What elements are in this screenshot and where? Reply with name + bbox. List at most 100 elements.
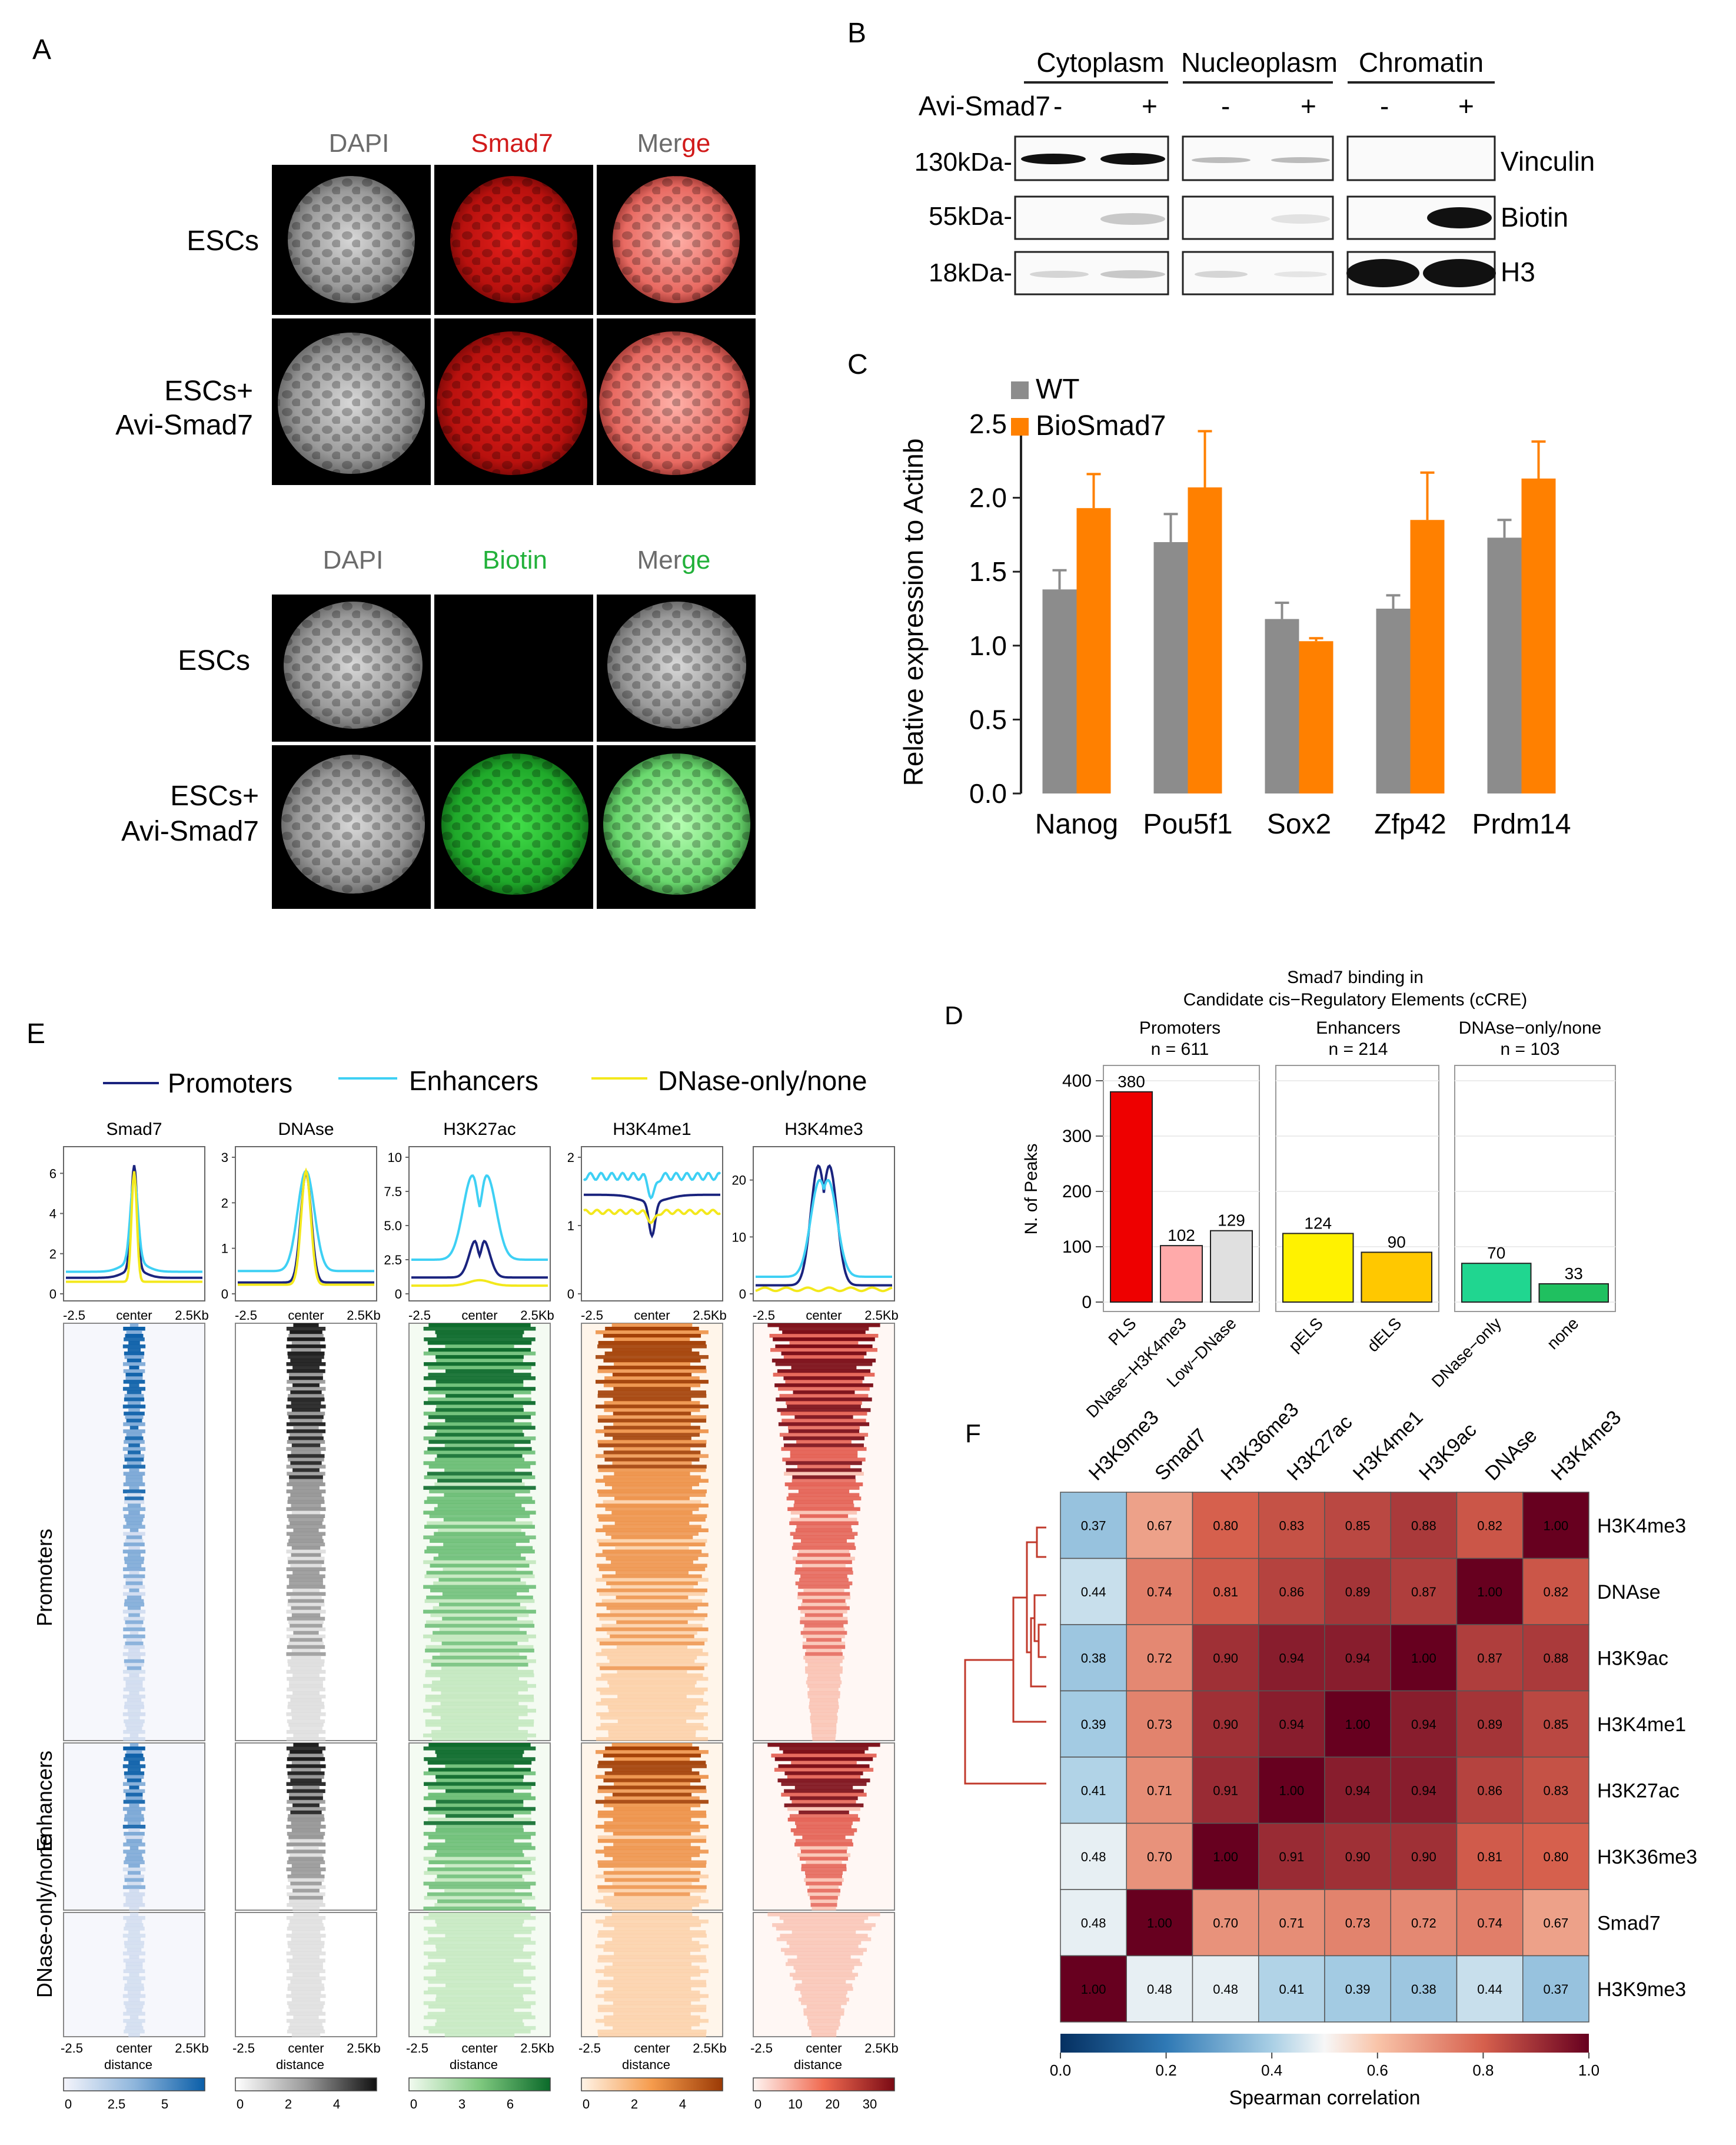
heatmap-row: [435, 1433, 524, 1437]
heatmap-row: [596, 1775, 709, 1779]
heatmap-row: [125, 1857, 144, 1861]
heatmap-row: [286, 1634, 326, 1639]
heatmap-row: [604, 1457, 700, 1462]
heatmap-row: [292, 1888, 320, 1893]
heatmap-cell-label: 0.82: [1477, 1518, 1502, 1533]
heatmap-row: [287, 1687, 325, 1692]
heatmap-row: [290, 1666, 322, 1671]
heatmap-row: [604, 1408, 700, 1412]
heatmap-row: [128, 1930, 140, 1934]
heatmap-row: [291, 1930, 321, 1934]
heatmap-row: [790, 1518, 857, 1522]
heatmap-row: [811, 2029, 837, 2034]
heatmap-row: [791, 1366, 857, 1370]
marker-55kda: 55kDa-: [929, 202, 1012, 231]
heatmap-row: [293, 1912, 319, 1917]
heatmap-col-label: DNAse: [1481, 1425, 1541, 1485]
heatmap-row: [124, 1556, 145, 1561]
heatmap-row: [291, 1348, 321, 1352]
heatmap-row: [286, 1507, 326, 1511]
heatmap-row: [787, 1507, 860, 1511]
heatmap-row: [790, 1796, 858, 1801]
heatmap-row: [811, 2033, 837, 2037]
heatmap-row: [128, 1864, 140, 1868]
heatmap-row: [794, 1415, 853, 1419]
heatmap-row: [128, 1443, 140, 1447]
profile-tracks: Smad7 0 2 4 6 -2.5 center 2.5Kb -2.5 center 2.5Kb d…: [49, 1120, 899, 2111]
heatmap-row: [122, 1712, 146, 1716]
heatmap-row: [122, 1951, 146, 1955]
track-h3k4me3: H3K4me3 0 10 20 -2.5 center 2.5Kb -2.5 center 2.5…: [732, 1120, 899, 2111]
d-bar-dnase−h3k4me3: [1160, 1245, 1203, 1303]
heatmap-row: [286, 1652, 326, 1656]
heatmap-row-label: H3K4me3: [1597, 1515, 1686, 1537]
profile-x-tick: 2.5Kb: [175, 1308, 209, 1323]
heatmap-row: [789, 1814, 859, 1818]
heatmap-row: [435, 1799, 524, 1804]
heatmap-row: [425, 1719, 534, 1724]
heatmap-cell-label: 0.39: [1081, 1717, 1106, 1732]
track-title: Smad7: [106, 1120, 162, 1139]
heatmap-row: [288, 1620, 324, 1625]
heatmap-row: [122, 1465, 146, 1469]
heatmap-cell-label: 0.83: [1279, 1518, 1304, 1533]
heatmap-row: [603, 1778, 701, 1782]
heatmap-row: [122, 1549, 146, 1554]
heatmap-cell-label: 0.81: [1477, 1850, 1502, 1864]
d-x-tick-label: none: [1544, 1314, 1582, 1353]
heatmap-row: [127, 1359, 142, 1363]
heatmap-row: [444, 1493, 516, 1497]
heatmap-row: [604, 1878, 700, 1882]
heatmap-row: [612, 1461, 692, 1465]
heatmap-row: [787, 1404, 861, 1409]
heatmap-cell: [1456, 1624, 1524, 1692]
svg-text:-: -: [1380, 91, 1389, 121]
heatmap-cell: [1126, 1756, 1193, 1824]
heatmap-row: [124, 2001, 145, 2005]
heatmap-cell-label: 0.91: [1279, 1850, 1304, 1864]
heatmap-row: [802, 1835, 846, 1839]
heatmap-row: [124, 1941, 145, 1945]
heatmap-row: [797, 1595, 851, 1600]
heatmap-row: [604, 1401, 700, 1405]
heatmap-row: [428, 1366, 531, 1370]
marker-18kda: 18kDa-: [929, 258, 1012, 287]
heatmap-row: [288, 1857, 324, 1861]
heatmap-row: [291, 1937, 321, 1941]
heatmap-row: [293, 1743, 319, 1747]
colorbar-tick: 0: [65, 2097, 72, 2111]
heatmap-row: [291, 1715, 321, 1720]
heatmap-row: [784, 1443, 864, 1447]
heatmap-row: [423, 1906, 536, 1911]
heatmap-cell-label: 1.00: [1213, 1850, 1238, 1864]
heatmap-row: [603, 1923, 701, 1927]
heatmap-row: [445, 2008, 514, 2013]
colorbar-h3k27ac: [408, 2077, 551, 2091]
heatmap-row: [290, 2022, 322, 2027]
group-dnase-n: n = 103: [1501, 1040, 1560, 1059]
heatmap-row: [127, 1503, 141, 1508]
heatmap-row: [599, 1616, 705, 1621]
heatmap-x-tick: -2.5: [750, 2041, 773, 2056]
heatmap-row: [287, 1789, 325, 1794]
heatmap-row: [286, 1994, 326, 1998]
heatmap-row: [811, 1726, 837, 1731]
heatmap-row: [292, 1673, 320, 1678]
c-legend-label-biosmad7: BioSmad7: [1036, 410, 1166, 441]
profile-x-tick: center: [806, 1308, 842, 1323]
heatmap-row: [287, 1892, 325, 1897]
d-bar-dels: [1361, 1251, 1432, 1303]
heatmap-row: [292, 1803, 320, 1808]
heatmap-row: [125, 1518, 144, 1522]
heatmap-row: [596, 1687, 708, 1692]
c-legend-swatch-biosmad7: [1011, 418, 1029, 436]
heatmap-row: [123, 1729, 145, 1734]
heatmap-row: [786, 1401, 862, 1405]
heatmap-row: [424, 1927, 536, 1931]
heatmap-row: [124, 1602, 145, 1607]
heatmap-row: [290, 1853, 322, 1857]
heatmap-row: [596, 1874, 709, 1879]
heatmap-row: [798, 1606, 850, 1611]
heatmap-row: [128, 1997, 140, 2002]
heatmap-row: [773, 1373, 875, 1377]
